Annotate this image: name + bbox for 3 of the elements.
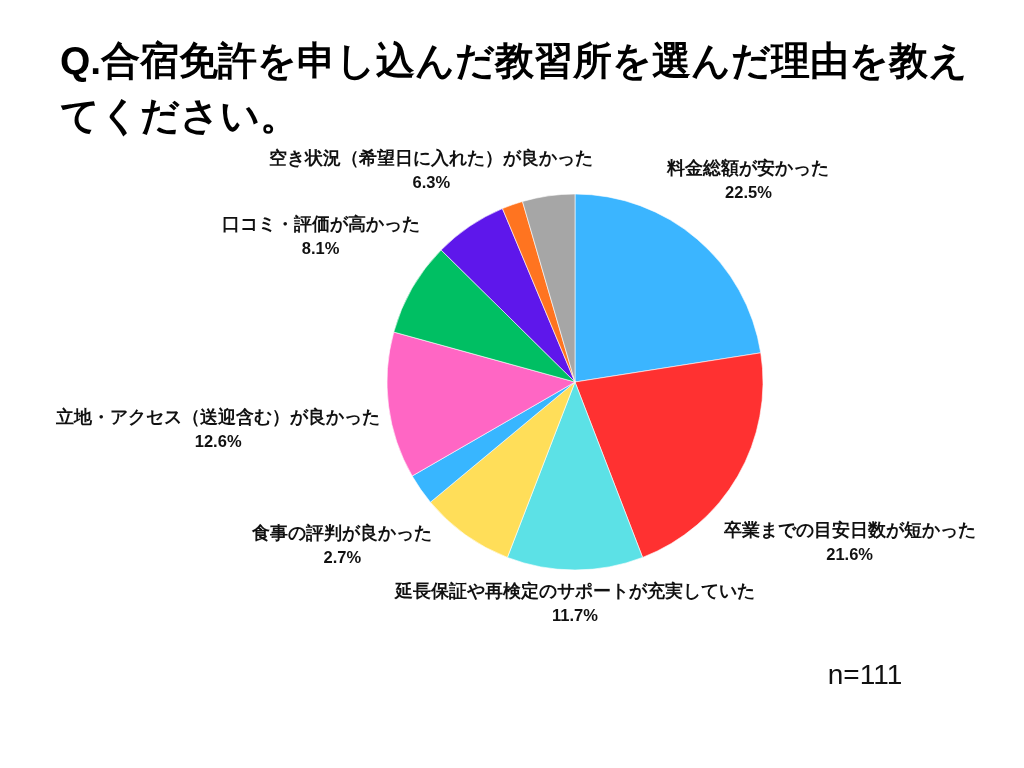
title: てください。 [60,93,299,139]
annotation: n=111 [827,659,903,690]
title: Q.合宿免許を申し込んだ教習所を選んだ理由を教え [60,38,969,84]
